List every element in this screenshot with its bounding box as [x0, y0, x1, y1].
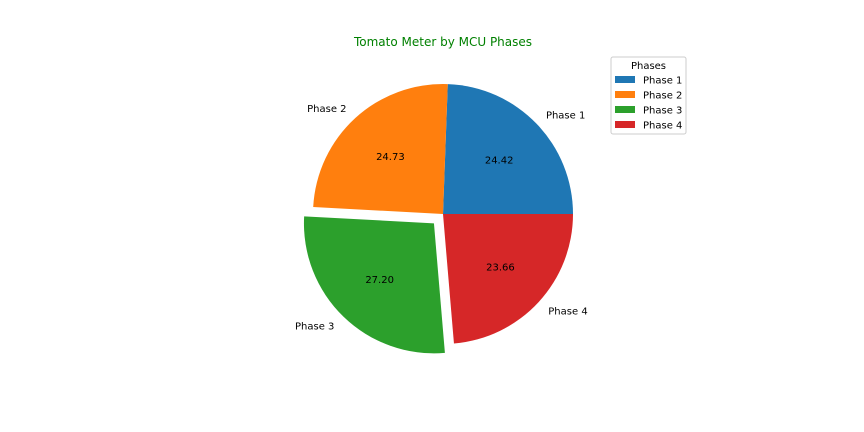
pie-slice-phase-4 — [443, 214, 573, 344]
legend-entry-label: Phase 3 — [643, 106, 682, 117]
slice-value-label: 24.42 — [485, 155, 514, 166]
pie-slices — [303, 84, 573, 354]
slice-category-label: Phase 2 — [307, 104, 346, 115]
slice-value-label: 23.66 — [486, 262, 515, 273]
slice-category-label: Phase 3 — [295, 321, 334, 332]
legend-entry-label: Phase 2 — [643, 91, 682, 102]
legend-swatch — [615, 91, 635, 98]
pie-slice-phase-3 — [303, 216, 445, 354]
legend-entry-label: Phase 1 — [643, 76, 682, 87]
slice-value-label: 24.73 — [376, 152, 405, 163]
pie-slice-phase-1 — [443, 84, 573, 215]
legend-swatch — [615, 76, 635, 83]
pie-labels: Phase 1 24.42 Phase 2 24.73 Phase 3 27.20 Phas… — [295, 104, 588, 333]
legend-entry-label: Phase 4 — [643, 121, 682, 132]
pie-slice-phase-2 — [313, 84, 448, 214]
legend-title: Phases — [631, 61, 666, 72]
slice-value-label: 27.20 — [365, 275, 394, 286]
legend-swatch — [615, 106, 635, 113]
legend: Phases Phase 1 Phase 2 Phase 3 Phase 4 — [610, 56, 687, 135]
chart-title: Tomato Meter by MCU Phases — [353, 35, 532, 49]
slice-category-label: Phase 4 — [548, 306, 587, 317]
legend-swatch — [615, 121, 635, 128]
slice-category-label: Phase 1 — [546, 110, 585, 121]
